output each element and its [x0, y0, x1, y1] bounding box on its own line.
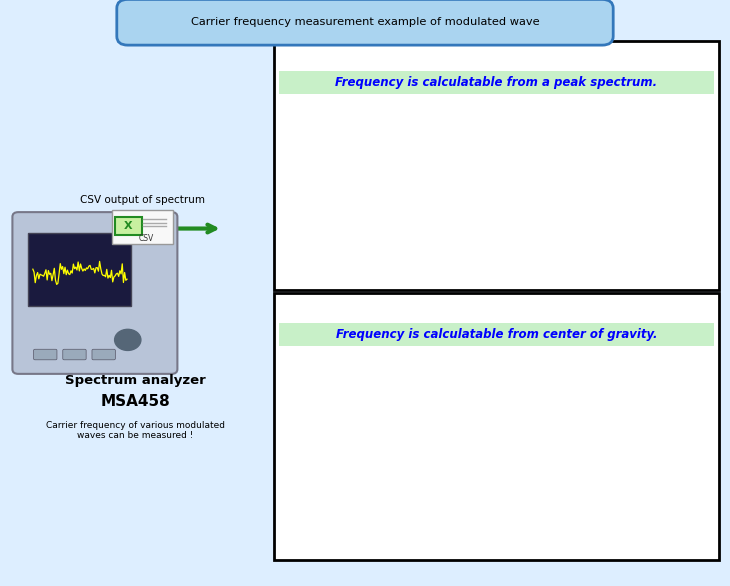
FancyBboxPatch shape [115, 217, 142, 235]
Text: Carrier frequency of various modulated
waves can be measured !: Carrier frequency of various modulated w… [45, 421, 225, 441]
FancyBboxPatch shape [92, 349, 115, 360]
Text: Carrier frequency: Carrier frequency [517, 358, 639, 369]
Title: Modulation：QPSK modulation: Modulation：QPSK modulation [412, 288, 617, 302]
FancyBboxPatch shape [112, 210, 173, 244]
FancyBboxPatch shape [117, 0, 613, 45]
FancyBboxPatch shape [279, 323, 714, 346]
Text: Frequency is calculatable from a peak spectrum.: Frequency is calculatable from a peak sp… [335, 76, 658, 89]
Y-axis label: [dB]: [dB] [240, 151, 264, 161]
FancyBboxPatch shape [12, 212, 177, 374]
Circle shape [115, 329, 141, 350]
FancyBboxPatch shape [63, 349, 86, 360]
Text: Carrier frequency: Carrier frequency [523, 120, 650, 130]
FancyBboxPatch shape [28, 233, 131, 306]
Text: Frequency is calculatable from center of gravity.: Frequency is calculatable from center of… [336, 328, 657, 341]
FancyBboxPatch shape [274, 293, 719, 560]
Text: CSV output of spectrum: CSV output of spectrum [80, 195, 205, 206]
Title: Modulation：ASK modulation: Modulation：ASK modulation [416, 0, 612, 9]
Text: Spectrum analyzer: Spectrum analyzer [65, 374, 205, 387]
Y-axis label: [dB]: [dB] [240, 432, 264, 442]
X-axis label: [MHz]: [MHz] [496, 556, 533, 568]
Text: MSA458: MSA458 [100, 394, 170, 409]
X-axis label: [MHz]: [MHz] [496, 286, 533, 299]
Text: Carrier frequency measurement example of modulated wave: Carrier frequency measurement example of… [191, 17, 539, 28]
FancyBboxPatch shape [279, 71, 714, 94]
Text: CSV: CSV [139, 234, 153, 243]
FancyBboxPatch shape [274, 41, 719, 290]
Text: X: X [124, 221, 133, 231]
FancyBboxPatch shape [34, 349, 57, 360]
